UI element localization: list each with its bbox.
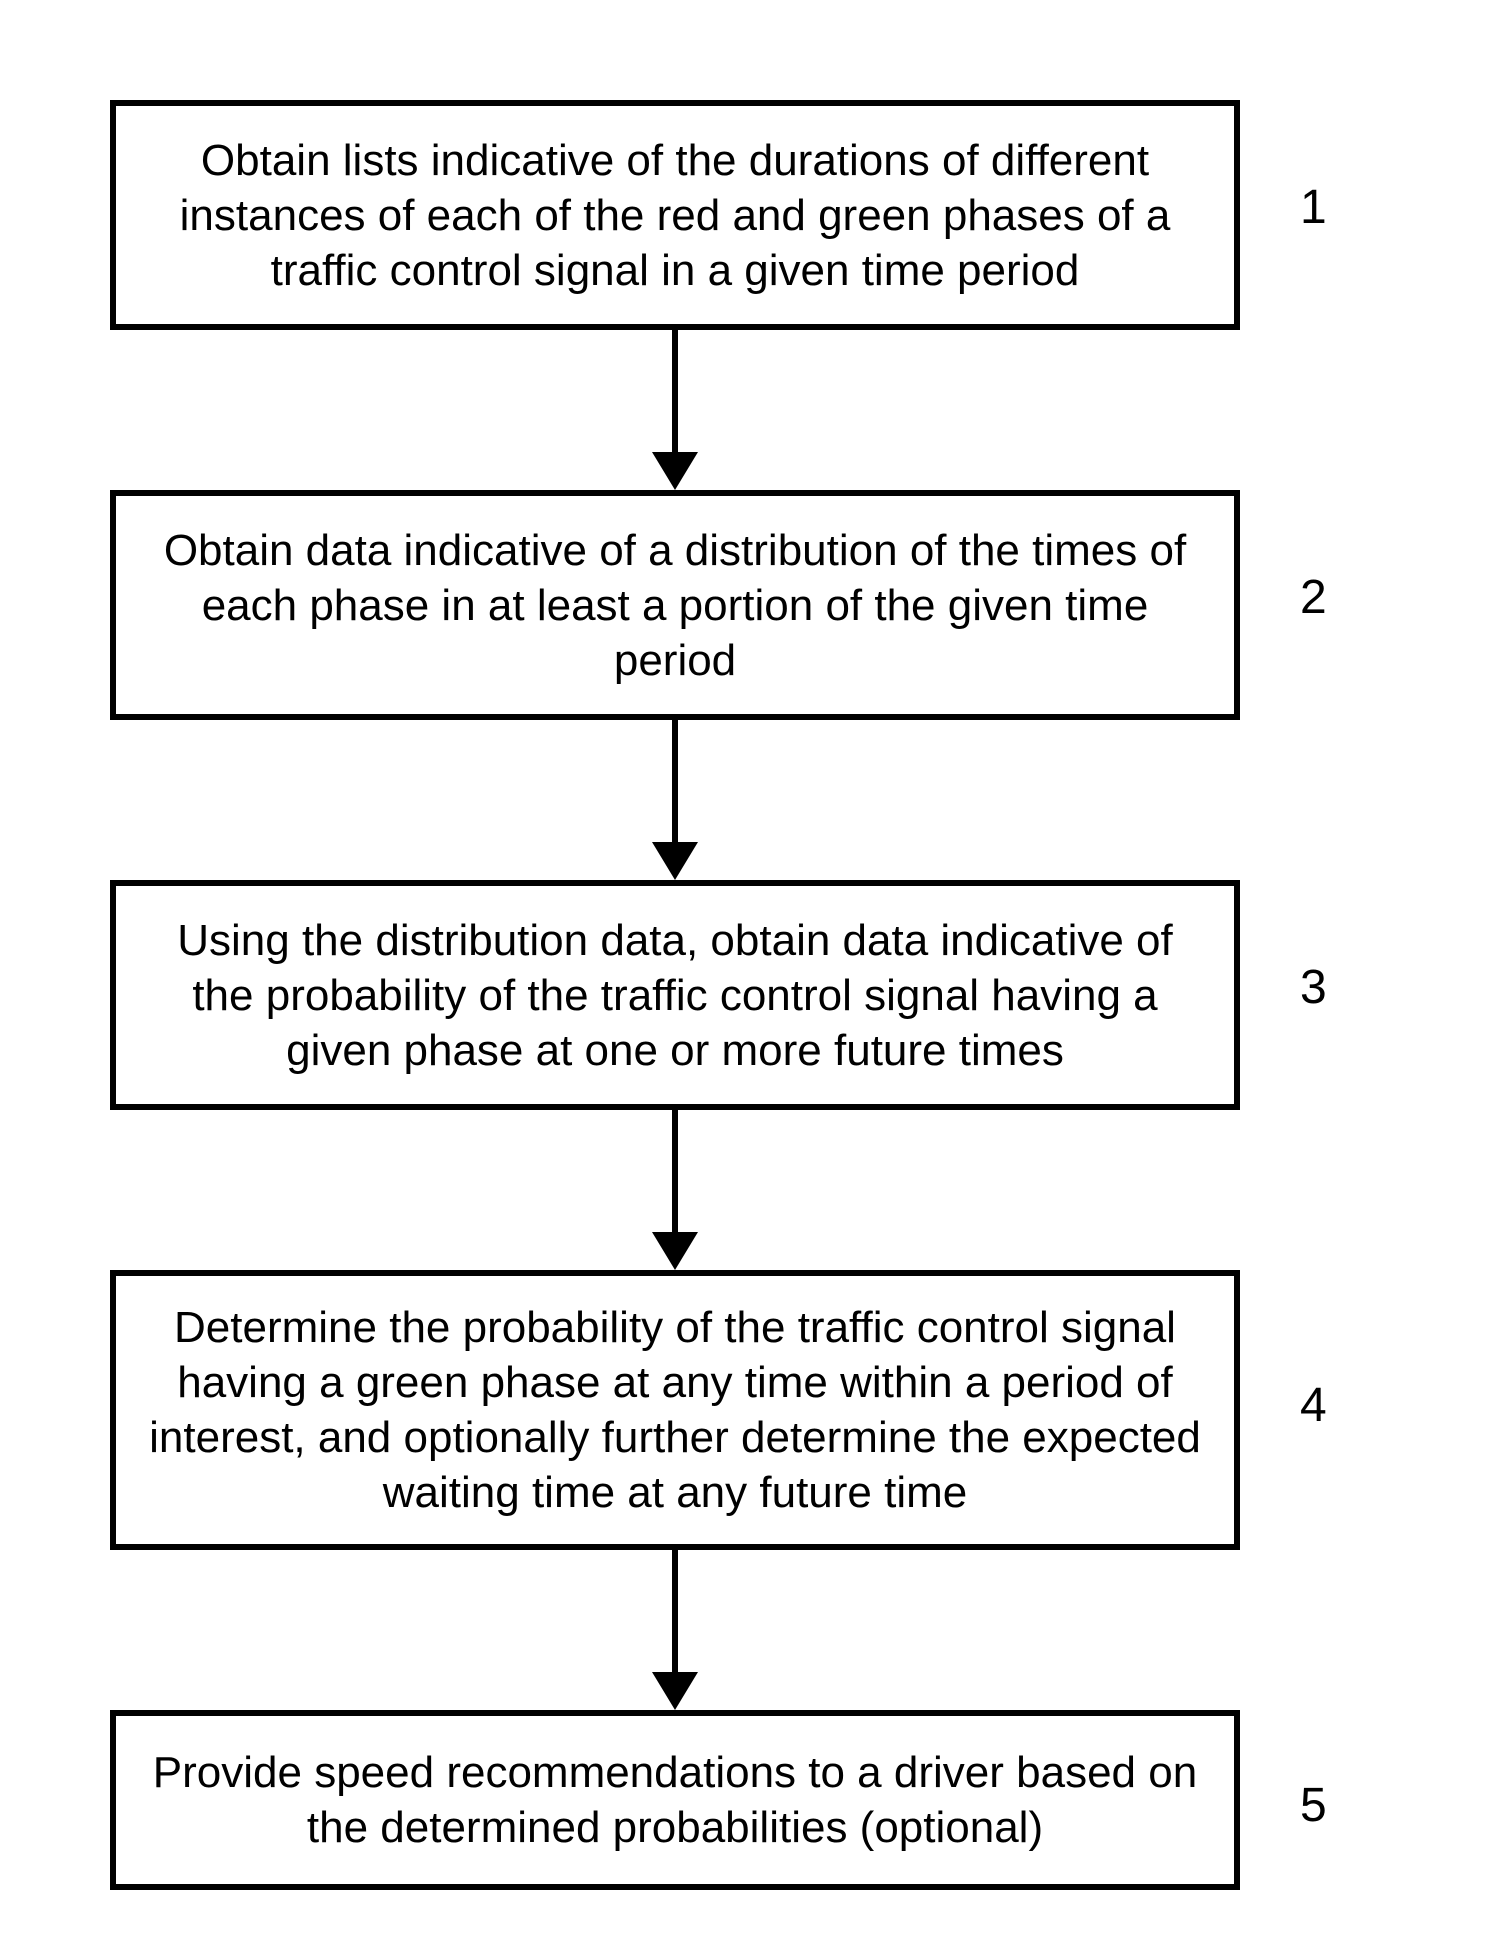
flowchart-arrow-line (672, 720, 678, 842)
flowchart-arrow-head-icon (652, 1232, 698, 1270)
flowchart-step-text: Using the distribution data, obtain data… (146, 913, 1204, 1078)
flowchart-step-number: 3 (1300, 960, 1327, 1015)
flowchart-step-text: Determine the probability of the traffic… (146, 1300, 1204, 1520)
flowchart-step-text: Obtain lists indicative of the durations… (146, 133, 1204, 298)
flowchart-arrow-line (672, 1110, 678, 1232)
flowchart-arrow-line (672, 330, 678, 452)
flowchart-step-number: 5 (1300, 1778, 1327, 1833)
flowchart-canvas: Obtain lists indicative of the durations… (0, 0, 1508, 1933)
flowchart-arrow-line (672, 1550, 678, 1672)
flowchart-arrow-head-icon (652, 452, 698, 490)
flowchart-step-number: 1 (1300, 180, 1327, 235)
flowchart-step-text: Provide speed recommendations to a drive… (146, 1745, 1204, 1855)
flowchart-step-text: Obtain data indicative of a distribution… (146, 523, 1204, 688)
flowchart-step-box: Using the distribution data, obtain data… (110, 880, 1240, 1110)
flowchart-step-number: 2 (1300, 570, 1327, 625)
flowchart-step-box: Obtain data indicative of a distribution… (110, 490, 1240, 720)
flowchart-arrow-head-icon (652, 842, 698, 880)
flowchart-arrow-head-icon (652, 1672, 698, 1710)
flowchart-step-box: Provide speed recommendations to a drive… (110, 1710, 1240, 1890)
flowchart-step-number: 4 (1300, 1378, 1327, 1433)
flowchart-step-box: Determine the probability of the traffic… (110, 1270, 1240, 1550)
flowchart-step-box: Obtain lists indicative of the durations… (110, 100, 1240, 330)
